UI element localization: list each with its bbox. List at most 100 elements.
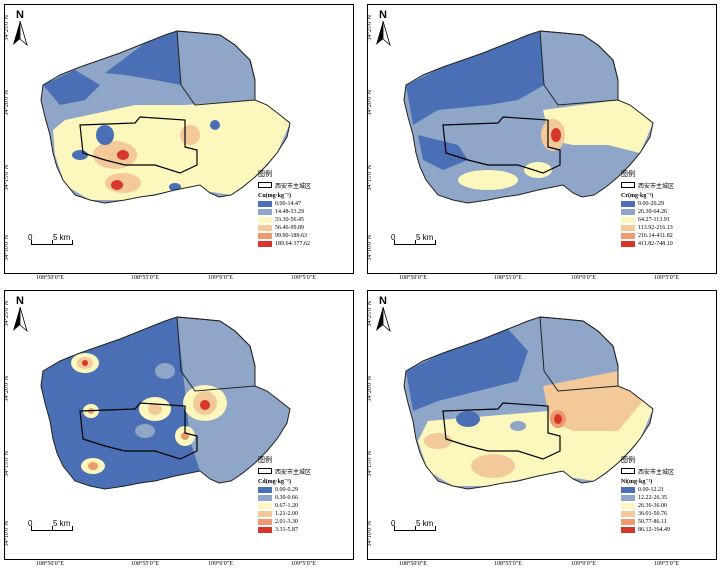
legend-swatch: [258, 225, 272, 231]
legend-boundary-label: 西安市主城区: [275, 469, 312, 476]
legend-unit: Ni(mg·kg⁻¹): [621, 479, 653, 485]
north-arrow-icon: N: [11, 9, 35, 49]
legend-class: 50.77-86.11: [621, 518, 713, 526]
legend-class: 411.82-748.10: [621, 240, 713, 248]
legend-class-label: 1.21-2.00: [275, 511, 298, 517]
latitude-label: 34°25′0″N: [4, 301, 10, 327]
longitude-label: 109°5′0″E: [654, 275, 679, 281]
legend-swatch: [621, 503, 635, 509]
legend-unit: Cr(mg·kg⁻¹): [621, 193, 654, 199]
latitude-label: 34°15′0″N: [367, 165, 373, 191]
longitude-label: 108°55′0″E: [494, 275, 522, 281]
north-label: N: [379, 295, 387, 307]
legend-title: 图例: [621, 170, 635, 178]
legend-class-label: 2.01-3.30: [275, 519, 298, 525]
latitude-label: 34°25′0″N: [4, 15, 10, 41]
concentration-zone: [406, 329, 528, 411]
latitude-label: 34°20′0″N: [367, 376, 373, 402]
legend-swatch: [258, 527, 272, 533]
legend-class: 26.36-36.00: [621, 502, 713, 510]
legend-class: 0.00-14.47: [258, 200, 350, 208]
legend-unit: Cd(mg·kg⁻¹): [258, 479, 291, 485]
legend-swatch: [258, 503, 272, 509]
concentration-zone: [418, 135, 468, 170]
longitude-label: 108°55′0″E: [131, 561, 159, 567]
north-arrow-icon: N: [11, 295, 35, 335]
study-area-boundary: [40, 30, 291, 204]
legend-class: 99.90-189.63: [258, 232, 350, 240]
north-label: N: [16, 295, 24, 307]
concentration-zone: [424, 433, 452, 449]
longitude-label: 109°5′0″E: [654, 561, 679, 567]
legend-swatch: [258, 233, 272, 239]
legend-boundary-label: 西安市主城区: [638, 183, 675, 190]
latitude-label: 34°20′0″N: [4, 90, 10, 116]
legend-class-label: 0.67-1.20: [275, 503, 298, 509]
legend-class-label: 56.46-99.89: [275, 225, 304, 231]
legend-swatch: [621, 201, 635, 207]
map-cu-svg: [40, 30, 291, 204]
concentration-zone: [117, 150, 129, 160]
concentration-zone: [155, 363, 175, 379]
longitude-label: 109°5′0″E: [291, 275, 316, 281]
legend-swatch: [621, 217, 635, 223]
legend-title: 图例: [258, 456, 272, 464]
study-area-boundary: [40, 316, 291, 490]
concentration-zone: [72, 150, 88, 160]
concentration-zone: [524, 162, 552, 178]
main-urban-boundary: [79, 116, 198, 174]
map-panel-cu: N 34°25′0″N 34°20′0″N 34°15′0″N 34°10′0″N 0 5 …: [4, 4, 354, 274]
legend-swatch: [258, 519, 272, 525]
concentration-zone: [471, 454, 515, 478]
legend-swatch: [258, 487, 272, 493]
latitude-label: 34°10′0″N: [367, 235, 373, 261]
legend-class: 113.92-216.13: [621, 224, 713, 232]
scale-distance-label: 5 km: [53, 519, 71, 528]
legend-swatch: [258, 217, 272, 223]
legend-swatch: [258, 241, 272, 247]
legend-class-label: 189.64-377.62: [275, 241, 310, 247]
legend-class-label: 26.30-64.26: [638, 209, 667, 215]
legend-swatch: [621, 209, 635, 215]
legend-class: 14.48-33.29: [258, 208, 350, 216]
latitude-label: 34°10′0″N: [4, 521, 10, 547]
concentration-zone: [554, 414, 562, 424]
legend-class-label: 0.00-14.47: [275, 201, 301, 207]
scale-bar: 0 5 km: [25, 233, 79, 253]
concentration-zone: [96, 125, 114, 145]
legend-class-label: 3.31-5.87: [275, 527, 298, 533]
legend-class-label: 0.00-12.21: [638, 487, 664, 493]
latitude-label: 34°20′0″N: [4, 376, 10, 402]
concentration-zone: [105, 31, 181, 85]
legend-class-label: 12.22-26.35: [638, 495, 667, 501]
map-panel-cr: N 34°25′0″N 34°20′0″N 34°15′0″N 34°10′0″N 0 5 …: [367, 4, 717, 274]
legend-class: 1.21-2.00: [258, 510, 350, 518]
concentration-zone: [59, 81, 91, 97]
legend-swatch: [621, 511, 635, 517]
legend-class: 36.01-50.76: [621, 510, 713, 518]
map-cd-svg: [40, 316, 291, 490]
longitude-label: 109°0′0″E: [208, 561, 233, 567]
concentration-zone: [88, 462, 98, 470]
main-urban-boundary: [442, 402, 561, 460]
legend-swatch: [621, 527, 635, 533]
legend: 图例 西安市主城区 Ni(mg·kg⁻¹) 0.00-12.21 12.22-26.35…: [621, 455, 713, 534]
legend-class-label: 50.77-86.11: [638, 519, 667, 525]
longitude-label: 109°0′0″E: [208, 275, 233, 281]
concentration-zone: [148, 403, 162, 415]
legend-swatch: [621, 241, 635, 247]
legend-title: 图例: [621, 456, 635, 464]
legend-class-label: 113.92-216.13: [638, 225, 673, 231]
legend-class: 0.67-1.20: [258, 502, 350, 510]
legend-class-label: 26.36-36.00: [638, 503, 667, 509]
longitude-label: 109°0′0″E: [571, 275, 596, 281]
legend-class: 12.22-26.35: [621, 494, 713, 502]
latitude-label: 34°15′0″N: [367, 451, 373, 477]
legend-class: 0.00-0.29: [258, 486, 350, 494]
legend: 图例 西安市主城区 Cd(mg·kg⁻¹) 0.00-0.29 0.30-0.66 0.6…: [258, 455, 350, 534]
latitude-label: 34°25′0″N: [367, 301, 373, 327]
concentration-zone: [93, 141, 137, 169]
legend-class: 26.30-64.26: [621, 208, 713, 216]
legend-swatch: [258, 209, 272, 215]
longitude-label: 108°50′0″E: [36, 275, 64, 281]
